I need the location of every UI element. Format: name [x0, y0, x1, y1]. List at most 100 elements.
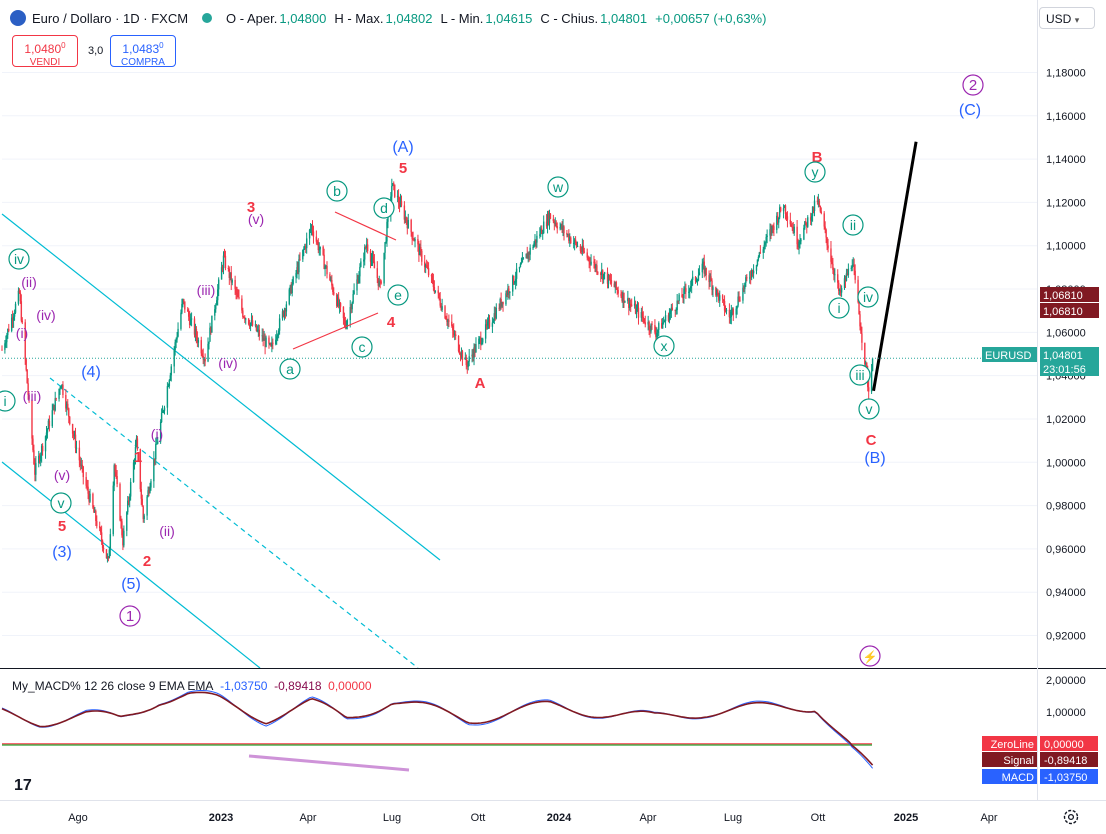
candle-body [394, 184, 396, 197]
macd-title[interactable]: My_MACD% 12 26 close 9 EMA EMA [12, 679, 214, 693]
candle-body [736, 305, 738, 309]
wave-label-circle [279, 358, 301, 380]
projection-line [872, 141, 918, 392]
macd-badge-label: MACD [1002, 772, 1034, 784]
candle-body [498, 307, 500, 309]
candle-body [176, 336, 178, 340]
candle-body [369, 250, 372, 262]
candle-body [60, 386, 62, 389]
candle-body [500, 299, 502, 307]
wave-label: 5 [58, 518, 66, 535]
candle-body [595, 265, 597, 269]
signal-header-value: -0,89418 [274, 679, 322, 693]
candle-body [432, 279, 435, 288]
candle-body [333, 292, 335, 295]
candle-body [262, 335, 264, 341]
candle-body [474, 347, 476, 353]
price-tick-label: 0,94000 [1046, 587, 1086, 599]
candle-body [724, 310, 727, 312]
candle-body [756, 259, 759, 266]
candle-body [297, 267, 299, 273]
currency-select[interactable]: USD ▾ [1039, 7, 1095, 29]
candle-body [234, 279, 236, 289]
candle-body [732, 308, 734, 315]
candle-body [10, 317, 13, 331]
candle-body [210, 327, 212, 333]
candle-body [127, 500, 129, 513]
candle-body [405, 217, 408, 222]
candle-body [89, 493, 91, 502]
candle-body [861, 333, 863, 343]
close-value: 1,04801 [600, 10, 648, 26]
price-tick-label: 0,98000 [1046, 501, 1086, 513]
candle-body [857, 279, 859, 303]
candle-body [512, 275, 515, 284]
candle-body [838, 282, 840, 291]
candle-body [691, 276, 694, 280]
candle-body [98, 526, 101, 529]
candle-body [278, 318, 281, 331]
macd-badge-label-bg [982, 752, 1037, 767]
candle-body [74, 434, 77, 449]
candle-body [319, 246, 321, 250]
candle-body [21, 320, 24, 323]
symbol-title[interactable]: Euro / Dollaro · 1D · FXCM [32, 10, 189, 26]
candle-body [644, 322, 646, 325]
candle-body [824, 226, 826, 230]
candle-body [122, 535, 124, 546]
candle-body [773, 226, 775, 230]
candle-body [305, 245, 307, 249]
candle-body [683, 288, 685, 298]
candle-body [147, 490, 149, 497]
candle-body [716, 289, 718, 296]
candle-body [345, 326, 348, 328]
candle-body [739, 300, 741, 302]
candle-body [536, 235, 538, 243]
wave-labels: iv(ii)(i)(iv)(iii)i(v)v5(3)(4)1(i)(ii)2(… [0, 74, 984, 667]
candle-body [326, 265, 328, 275]
candle-body [18, 290, 21, 293]
candle-body [749, 277, 752, 279]
candle-body [215, 305, 217, 310]
macd-badge-label-bg [982, 736, 1037, 751]
buy-button[interactable]: 1,04830 COMPRA [110, 35, 176, 68]
candle-body [32, 438, 34, 451]
candle-body [812, 206, 815, 211]
wave-label-circle [858, 398, 880, 420]
candle-body [424, 261, 426, 268]
wave-label: B [812, 149, 823, 166]
candle-body [102, 547, 105, 550]
candle-body [336, 297, 339, 306]
candle-body [317, 241, 320, 251]
wave-label: A [475, 375, 486, 392]
candle-body [353, 290, 355, 295]
candle-body [51, 410, 53, 427]
candle-body [258, 329, 260, 337]
sell-button[interactable]: 1,04800 VENDI [12, 35, 78, 68]
candle-body [823, 213, 825, 227]
candle-body [838, 290, 841, 292]
candle-body [420, 247, 422, 251]
candle-body [783, 205, 786, 209]
candle-body [99, 528, 102, 533]
candle-body [438, 293, 440, 299]
candle-body [587, 257, 589, 259]
candle-body [590, 261, 592, 265]
candle-body [507, 288, 509, 295]
candle-body [200, 340, 202, 354]
candle-body [785, 213, 788, 217]
candle-body [596, 265, 598, 273]
candle-body [519, 263, 522, 267]
candle-body [629, 303, 631, 308]
macd-line [1, 690, 873, 769]
settings-gear-icon[interactable] [1062, 808, 1080, 826]
candle-body [38, 455, 40, 464]
candle-body [159, 421, 162, 442]
candle-body [662, 321, 665, 323]
candle-body [664, 315, 667, 321]
candle-body [61, 384, 63, 387]
candle-body [684, 288, 686, 290]
candle-body [142, 506, 144, 520]
